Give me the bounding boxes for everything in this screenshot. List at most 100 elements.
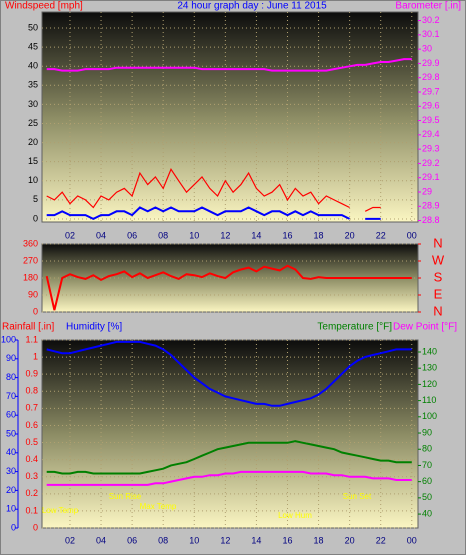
series-line <box>45 264 412 311</box>
y-tick-label: 0.8 <box>25 386 38 396</box>
y3-tick-label: 50 <box>6 428 16 438</box>
y-tick-label: 50 <box>28 22 38 32</box>
annotation: Low Temp <box>42 506 79 515</box>
y-tick-label: 15 <box>28 156 38 166</box>
x-tick-label: 18 <box>314 230 324 240</box>
x-tick-label: 20 <box>345 230 355 240</box>
y2-tick-label: 80 <box>422 444 432 454</box>
series-line <box>46 206 381 221</box>
annotation: Sun Set <box>343 492 372 501</box>
series-line <box>46 58 412 72</box>
x-tick-label: 04 <box>96 535 106 545</box>
x-tick-label: 18 <box>314 535 324 545</box>
x-tick-label: 00 <box>407 535 417 545</box>
x-tick-label: 06 <box>127 535 137 545</box>
y-tick-label: 0 <box>33 522 38 532</box>
x-tick-label: 22 <box>376 230 386 240</box>
y-tick-label: 35 <box>28 80 38 90</box>
y2-tick-label: 30.2 <box>422 15 440 25</box>
y-axis-label: Rainfall [.in] <box>2 322 54 333</box>
y2-tick-label: 30.1 <box>422 29 440 39</box>
y-tick-label: 25 <box>28 118 38 128</box>
y3-tick-label: 0 <box>11 522 16 532</box>
series-line <box>46 168 381 212</box>
series-line <box>46 470 412 486</box>
y-tick-label: 360 <box>23 238 38 248</box>
y3-tick-label: 20 <box>6 485 16 495</box>
plot-area <box>41 11 419 223</box>
compass-label: E <box>434 286 443 301</box>
y-tick-label: 270 <box>23 255 38 265</box>
y-tick-label: 10 <box>28 175 38 185</box>
y-tick-label: 0.7 <box>25 403 38 413</box>
x-tick-label: 06 <box>127 230 137 240</box>
y2-tick-label: 70 <box>422 460 432 470</box>
y2-tick-label: 120 <box>422 379 437 389</box>
annotation: Low Hum <box>278 511 312 520</box>
y2-tick-label: 90 <box>422 427 432 437</box>
x-tick-label: 10 <box>189 230 199 240</box>
y-tick-label: 0.6 <box>25 420 38 430</box>
y3-tick-label: 100 <box>1 334 16 344</box>
legend-label: Humidity [%] <box>66 322 122 333</box>
y-tick-label: 0.5 <box>25 437 38 447</box>
y-tick-label: 180 <box>23 272 38 282</box>
y2-axis-label: Barometer [.in] <box>395 1 461 12</box>
compass-label: N <box>433 303 442 318</box>
y3-tick-label: 70 <box>6 391 16 401</box>
y2-tick-label: 140 <box>422 346 437 356</box>
compass-label: W <box>432 252 445 267</box>
y-tick-label: 0 <box>33 213 38 223</box>
y2-tick-label: 29.6 <box>422 101 440 111</box>
x-tick-label: 22 <box>376 535 386 545</box>
series-line <box>46 340 412 407</box>
x-tick-label: 14 <box>251 230 261 240</box>
y2-tick-label: 29.3 <box>422 144 440 154</box>
x-tick-label: 10 <box>189 535 199 545</box>
y2-tick-label: 40 <box>422 508 432 518</box>
y2-tick-label: 28.9 <box>422 201 440 211</box>
y2-tick-label: 29.4 <box>422 129 440 139</box>
x-tick-label: 12 <box>220 535 230 545</box>
y2-tick-label: 130 <box>422 363 437 373</box>
y2-tick-label: 29.1 <box>422 172 440 182</box>
x-tick-label: 16 <box>282 230 292 240</box>
annotation: Max Temp <box>140 502 177 511</box>
y2-tick-label: 29.8 <box>422 72 440 82</box>
y3-tick-label: 60 <box>6 410 16 420</box>
y2-tick-label: 60 <box>422 476 432 486</box>
chart-title: 24 hour graph day : June 11 2015 <box>177 1 327 12</box>
y-tick-label: 0.3 <box>25 471 38 481</box>
x-tick-label: 02 <box>65 535 75 545</box>
y-tick-label: 40 <box>28 61 38 71</box>
y2-tick-label: 50 <box>422 492 432 502</box>
x-tick-label: 00 <box>407 230 417 240</box>
legend-label: Temperature [°F] <box>317 322 392 333</box>
compass-label: N <box>433 235 442 250</box>
y-tick-label: 0.2 <box>25 488 38 498</box>
y-tick-label: 20 <box>28 137 38 147</box>
x-tick-label: 14 <box>251 535 261 545</box>
y2-tick-label: 29.5 <box>422 115 440 125</box>
y2-tick-label: 29.9 <box>422 58 440 68</box>
x-tick-label: 16 <box>282 535 292 545</box>
y-tick-label: 1.1 <box>25 334 38 344</box>
plot-area <box>41 339 419 529</box>
y-tick-label: 0.1 <box>25 505 38 515</box>
y2-tick-label: 30 <box>422 44 432 54</box>
y-tick-label: 30 <box>28 99 38 109</box>
x-tick-label: 08 <box>158 535 168 545</box>
y3-tick-label: 10 <box>6 504 16 514</box>
y-tick-label: 0 <box>33 306 38 316</box>
y2-tick-label: 28.8 <box>422 215 440 225</box>
y3-tick-label: 80 <box>6 372 16 382</box>
y2-tick-label: 100 <box>422 411 437 421</box>
y2-tick-label: 29.2 <box>422 158 440 168</box>
x-tick-label: 20 <box>345 535 355 545</box>
y-axis-label: Windspeed [mph] <box>5 1 83 12</box>
annotation: Sun Rise <box>109 492 142 501</box>
y2-tick-label: 110 <box>422 395 436 405</box>
y3-tick-label: 40 <box>6 447 16 457</box>
series-line <box>46 440 412 475</box>
